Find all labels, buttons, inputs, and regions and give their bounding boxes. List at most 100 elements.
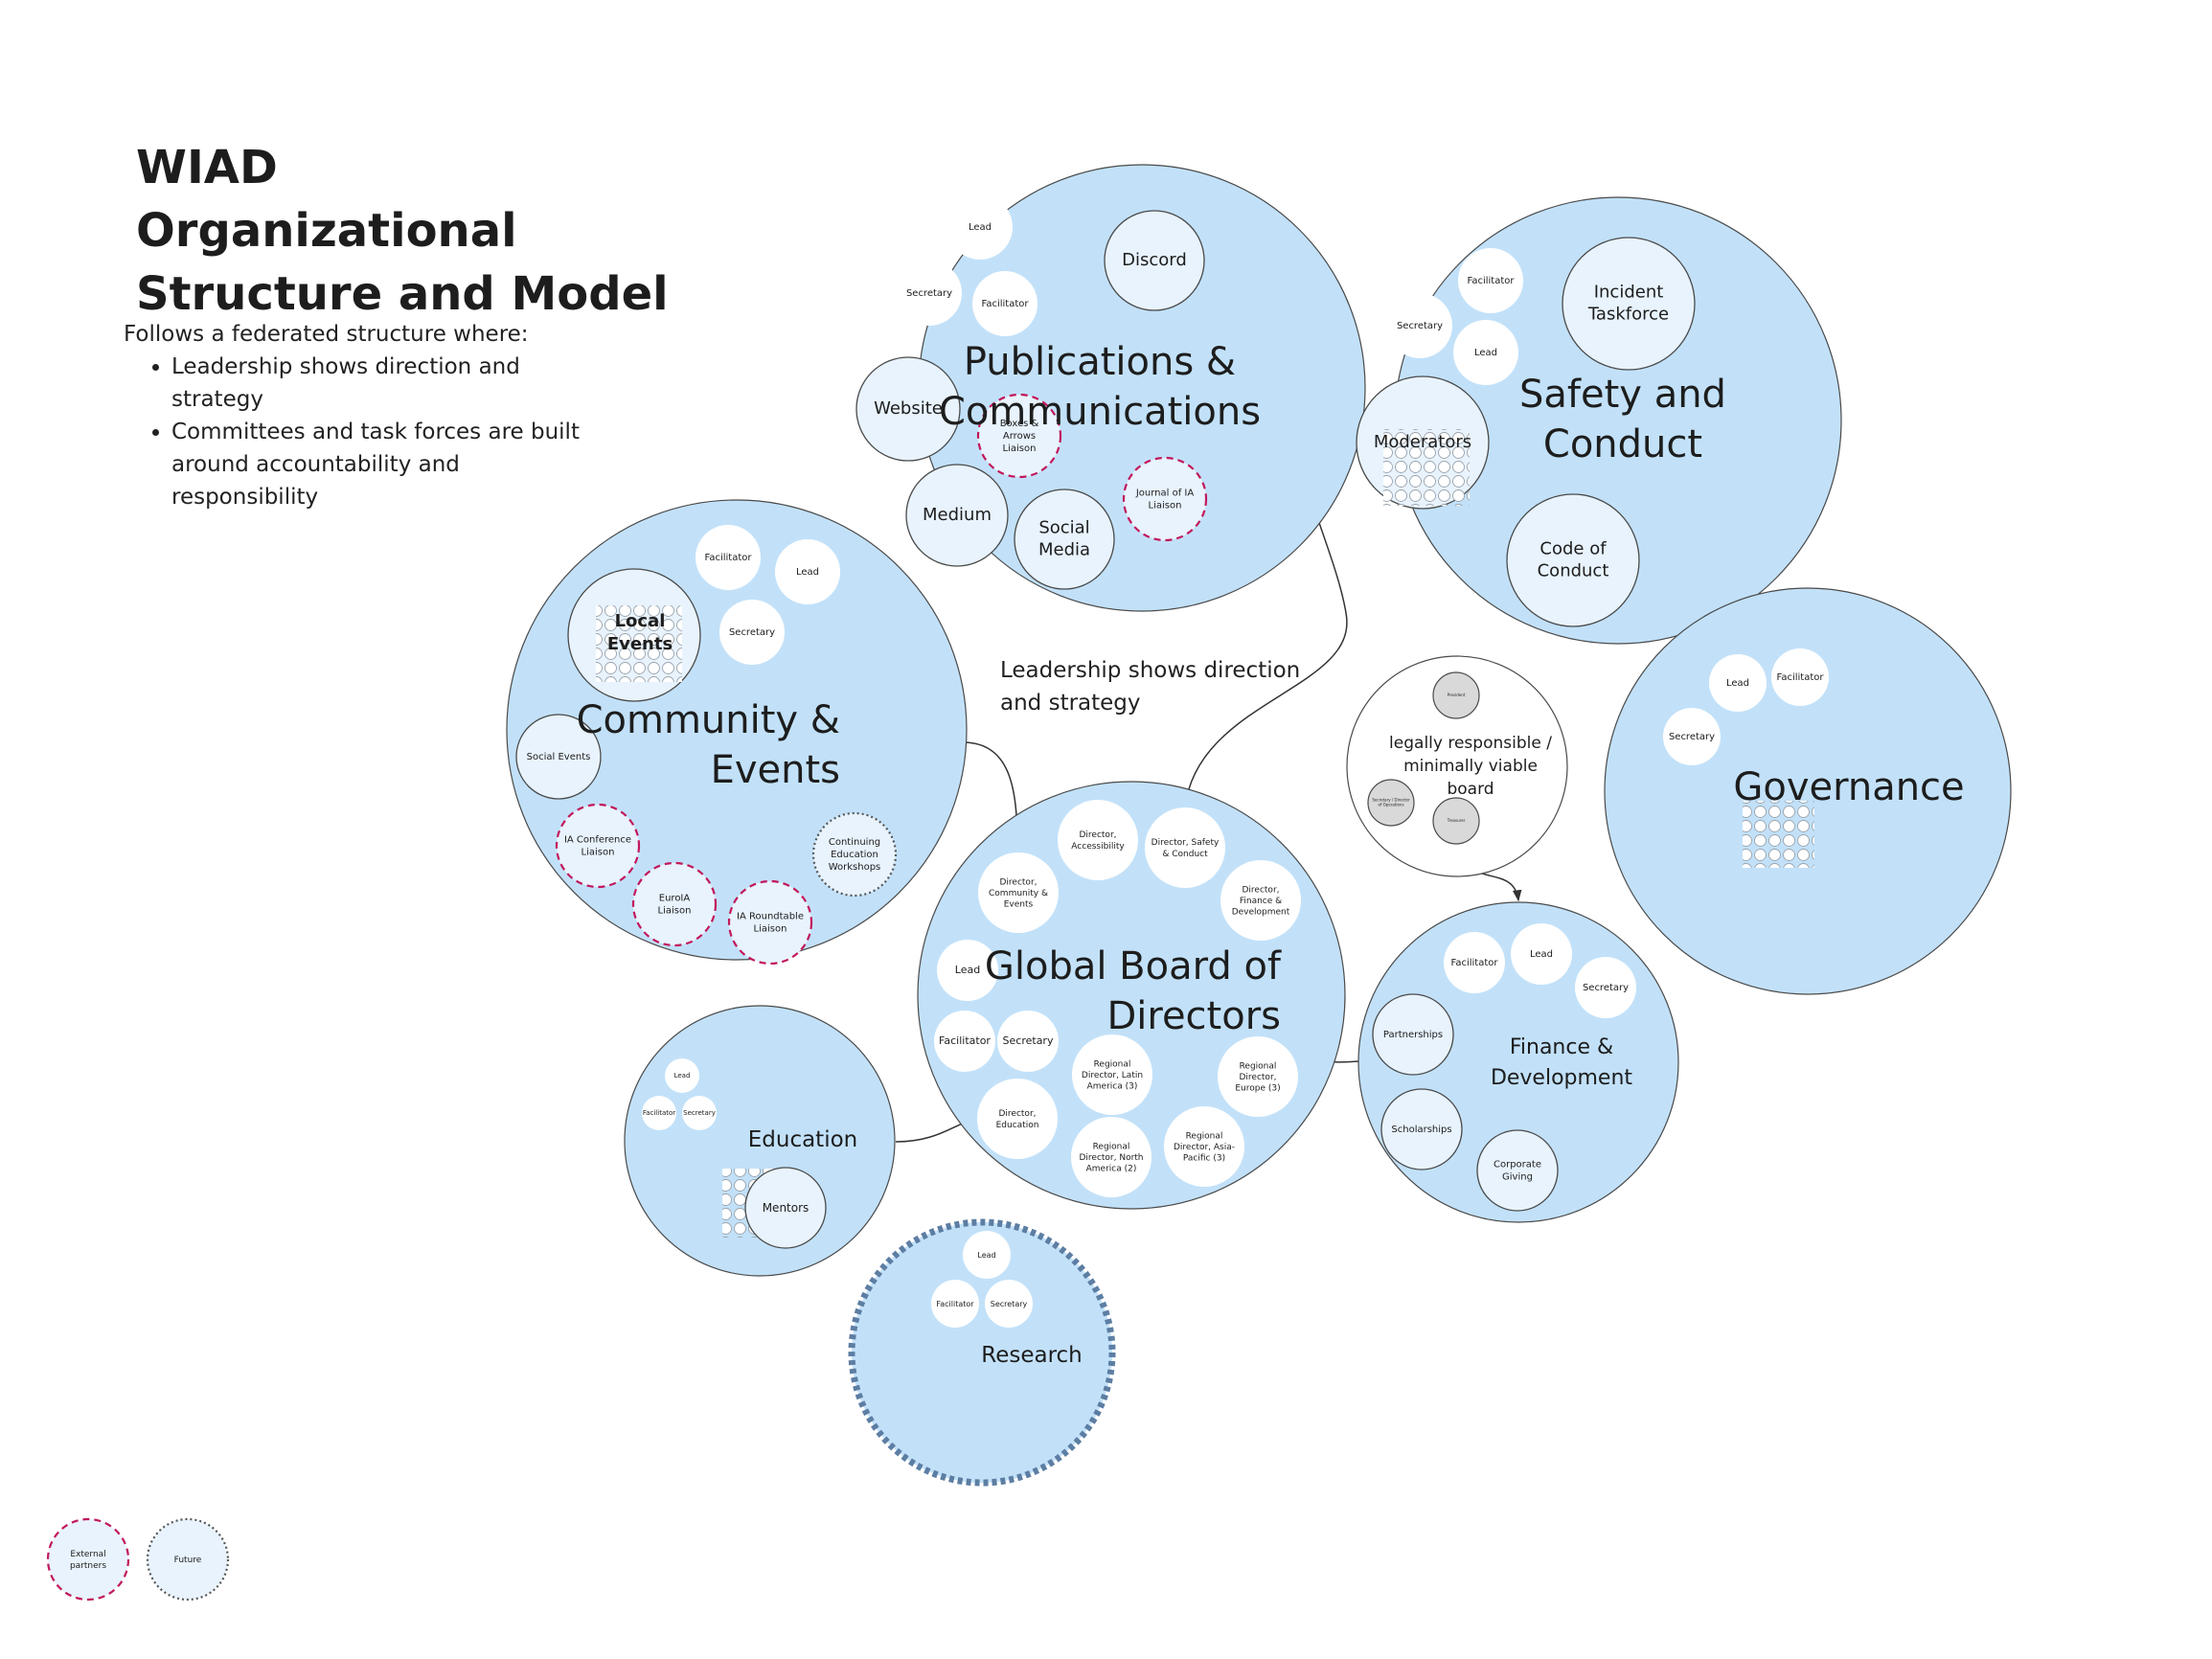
director-community-node (978, 852, 1059, 933)
education-lead-node-label: Lead (674, 1072, 691, 1079)
finance-lead-node-label: Lead (1530, 949, 1553, 960)
leadership-annotation: Leadership shows direction and strategy (1000, 654, 1307, 719)
board-title: Global Board of Directors (985, 944, 1282, 1038)
title-line-2: Structure and Model (136, 267, 669, 321)
board-secretary-node-label: Secretary (1003, 1034, 1054, 1047)
research-circle (848, 1218, 1116, 1487)
euroia-liaison-node (631, 861, 718, 947)
incident-taskforce-node-label: Incident Taskforce (1587, 282, 1669, 324)
medium-node-label: Medium (923, 505, 992, 525)
finance-secretary-node (1575, 957, 1636, 1018)
finance-title: Finance & Development (1491, 1035, 1632, 1090)
intro-bullet: Committees and task forces are built aro… (171, 416, 583, 513)
education-title: Education (748, 1127, 858, 1152)
community-lead-node-label: Lead (796, 567, 819, 578)
safety-title: Safety and Conduct (1519, 373, 1726, 466)
legal-secretary-node-label: Secretary / Director of Operations (1372, 797, 1410, 807)
director-finance-node-label: Director, Finance & Development (1232, 885, 1290, 917)
director-latam-node (1072, 1034, 1152, 1115)
safety-facilitator-node-label: Facilitator (1468, 276, 1516, 286)
finance-facilitator-node (1444, 932, 1505, 993)
annotation-line-1: Leadership shows direction (1000, 658, 1301, 683)
finance-secretary-node-label: Secretary (1583, 983, 1629, 993)
legal-treasurer-node-label: Treasurer (1447, 818, 1466, 823)
director-education-node-label: Director, Education (996, 1109, 1039, 1130)
community-title: Community & Events (577, 698, 840, 792)
director-north-america-node (1071, 1117, 1152, 1197)
board-lead-node-label: Lead (955, 964, 980, 976)
boxes-arrows-liaison-node-label: Boxes & Arrows Liaison (1000, 419, 1039, 454)
social-events-node (515, 714, 602, 800)
legend-future-label: Future (174, 1556, 202, 1565)
publications-secretary-node-label: Secretary (906, 288, 952, 299)
director-safety-node-label: Director, Safety & Conduct (1152, 838, 1220, 859)
board-facilitator-node-label: Facilitator (939, 1034, 991, 1047)
mentors-node (744, 1167, 827, 1249)
director-accessibility-node-label: Director, Accessibility (1071, 830, 1125, 852)
education-facilitator-node (642, 1096, 676, 1130)
discord-node (1104, 210, 1205, 311)
safety-lead-node (1453, 320, 1518, 385)
director-community-node-label: Director, Community & Events (989, 877, 1048, 909)
education-secretary-node-label: Secretary (683, 1109, 716, 1117)
safety-facilitator-node (1458, 248, 1523, 313)
community-lead-node (775, 539, 840, 604)
legal-treasurer-node (1432, 797, 1480, 845)
intro-bullets: Leadership shows direction and strategy … (124, 351, 583, 513)
social-events-node-label: Social Events (527, 752, 591, 762)
director-safety-node (1145, 807, 1225, 888)
website-node (855, 356, 961, 462)
moderators-node-label: Moderators (1374, 432, 1471, 452)
journal-ia-liaison-node (1122, 456, 1208, 542)
safety-lead-node-label: Lead (1474, 348, 1497, 358)
boxes-arrows-liaison-node (976, 393, 1062, 479)
ia-conference-liaison-node (555, 803, 641, 889)
education-lead-node (665, 1058, 699, 1093)
title-line-1: WIAD Organizational (136, 141, 517, 258)
director-apac-node (1164, 1106, 1244, 1187)
ia-roundtable-liaison-node (727, 879, 813, 966)
social-media-node-label: Social Media (1038, 517, 1090, 559)
corporate-giving-node (1476, 1129, 1559, 1212)
continuing-education-node-label: Continuing Education Workshops (829, 837, 881, 873)
ia-roundtable-liaison-node-label: IA Roundtable Liaison (737, 912, 804, 935)
education-secretary-node (682, 1096, 717, 1130)
publications-facilitator-node (972, 271, 1038, 336)
legal-board-title: legally responsible / minimally viable boa… (1389, 734, 1552, 799)
community-facilitator-node (696, 525, 761, 590)
medium-node (905, 464, 1009, 567)
governance-lead-node-label: Lead (1726, 678, 1749, 689)
director-finance-node (1220, 860, 1301, 941)
research-title: Research (981, 1343, 1083, 1368)
intro-text: Follows a federated structure where: Lea… (124, 318, 583, 513)
governance-facilitator-node (1771, 648, 1829, 706)
corporate-giving-node-label: Corporate Giving (1494, 1160, 1541, 1183)
finance-lead-node (1511, 923, 1572, 985)
node-layer: Lead Secretary Facilitator Discord Website Me… (46, 164, 2012, 1602)
page-title: WIAD Organizational Structure and Model (136, 136, 673, 326)
research-secretary-node-label: Secretary (991, 1300, 1028, 1308)
website-node-label: Website (874, 398, 943, 419)
director-education-node (977, 1079, 1058, 1159)
publications-facilitator-node-label: Facilitator (982, 299, 1030, 309)
publications-title: Publications & Communications (939, 340, 1261, 434)
director-latam-node-label: Regional Director, Latin America (3) (1082, 1059, 1143, 1091)
research-lead-node (963, 1231, 1011, 1279)
code-of-conduct-node (1506, 493, 1640, 627)
publications-lead-node (947, 194, 1013, 260)
moderators-dot-grid (1383, 429, 1470, 506)
community-secretary-node-label: Secretary (729, 627, 775, 638)
publications-lead-node-label: Lead (969, 222, 992, 233)
board-lead-node (937, 940, 998, 1001)
research-facilitator-node (931, 1280, 979, 1328)
governance-lead-node (1709, 654, 1767, 712)
intro-bullet: Leadership shows direction and strategy (171, 351, 583, 416)
governance-secretary-node-label: Secretary (1669, 732, 1715, 742)
local-events-dot-grid (596, 605, 682, 682)
governance-secretary-node (1663, 708, 1721, 765)
ia-conference-liaison-node-label: IA Conference Liaison (564, 835, 631, 858)
director-accessibility-node (1058, 800, 1138, 880)
euroia-liaison-node-label: EuroIA Liaison (658, 894, 692, 917)
